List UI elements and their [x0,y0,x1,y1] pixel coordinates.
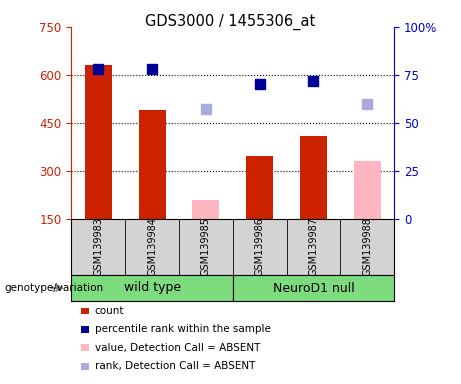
Bar [246,157,273,219]
Text: rank, Detection Call = ABSENT: rank, Detection Call = ABSENT [95,361,255,371]
Bar [354,161,381,219]
Text: wild type: wild type [124,281,181,295]
Text: GSM139986: GSM139986 [254,217,265,276]
Text: genotype/variation: genotype/variation [5,283,104,293]
Text: GDS3000 / 1455306_at: GDS3000 / 1455306_at [145,13,316,30]
Text: GSM139984: GSM139984 [147,217,157,276]
Bar [300,136,327,219]
Bar [85,65,112,219]
Text: GSM139988: GSM139988 [362,217,372,276]
Bar [193,200,219,219]
Text: GSM139987: GSM139987 [308,217,319,276]
Text: value, Detection Call = ABSENT: value, Detection Call = ABSENT [95,343,260,353]
Bar [139,110,165,219]
Text: GSM139985: GSM139985 [201,217,211,276]
Text: NeuroD1 null: NeuroD1 null [272,281,355,295]
Text: percentile rank within the sample: percentile rank within the sample [95,324,271,334]
Text: GSM139983: GSM139983 [93,217,103,276]
Text: count: count [95,306,124,316]
